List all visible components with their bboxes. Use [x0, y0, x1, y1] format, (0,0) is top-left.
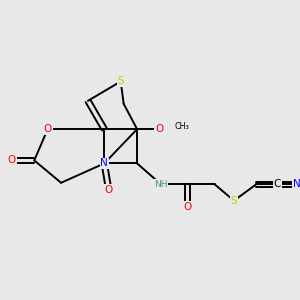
Text: S: S [117, 76, 124, 86]
Text: O: O [44, 124, 52, 134]
Text: O: O [184, 202, 192, 212]
Text: O: O [8, 155, 16, 165]
Text: CH₃: CH₃ [175, 122, 190, 131]
Text: S: S [231, 196, 237, 206]
Text: N: N [293, 179, 300, 189]
Text: O: O [105, 185, 113, 195]
Text: N: N [100, 158, 108, 168]
Text: O: O [155, 124, 164, 134]
Text: NH: NH [154, 180, 168, 189]
Text: C: C [274, 179, 281, 189]
